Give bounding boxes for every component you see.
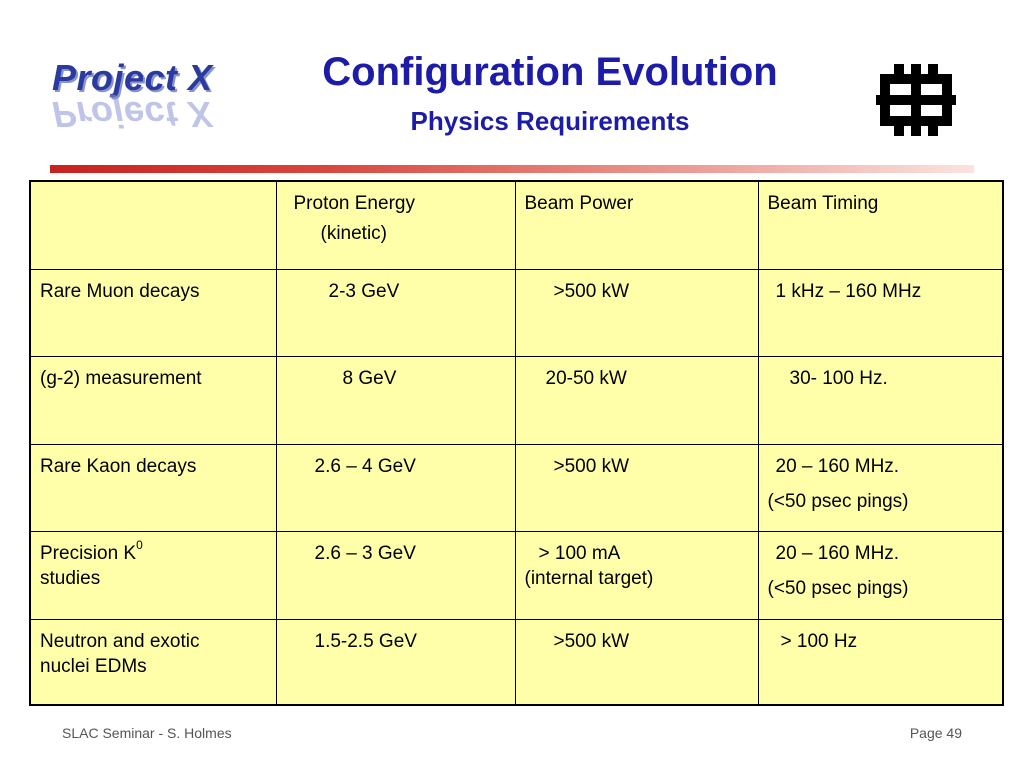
row-power: >500 kW <box>514 618 759 706</box>
row-timing: 20 – 160 MHz. <box>775 542 900 564</box>
row-name-text: Precision K <box>40 542 137 564</box>
row-energy: 2.6 – 3 GeV <box>275 530 516 620</box>
row-energy: 2-3 GeV <box>275 268 516 357</box>
row-timing-cell: 20 – 160 MHz. (<50 psec pings) <box>757 443 1004 532</box>
title-divider <box>50 165 974 173</box>
row-name-line2: nuclei EDMs <box>40 656 147 678</box>
page-subtitle: Physics Requirements <box>410 106 690 136</box>
table-header-row: Proton Energy (kinetic) Beam Power Beam … <box>29 180 1004 270</box>
header-cell-empty <box>29 180 277 270</box>
row-power-line2: (internal target) <box>524 568 654 590</box>
table-row: Rare Kaon decays 2.6 – 4 GeV >500 kW 20 … <box>29 443 1004 532</box>
row-power: >500 kW <box>514 268 759 357</box>
page-title: Configuration Evolution <box>322 50 778 94</box>
row-name: Rare Muon decays <box>29 268 277 357</box>
footer-presenter: SLAC Seminar - S. Holmes <box>62 725 232 741</box>
table-row: Precision K0 studies 2.6 – 3 GeV > 100 m… <box>29 530 1004 620</box>
footer-page-number: Page 49 <box>909 725 962 741</box>
row-timing-note: (<50 psec pings) <box>767 578 909 600</box>
header-cell-beam-power: Beam Power <box>514 180 759 270</box>
row-name-cell: Precision K0 studies <box>29 530 277 620</box>
row-name-line1: Precision K0 <box>40 538 267 567</box>
row-name-cell: Neutron and exotic nuclei EDMs <box>29 618 277 706</box>
row-timing: > 100 Hz <box>757 618 1004 706</box>
row-timing: 20 – 160 MHz. <box>775 455 900 477</box>
row-energy: 2.6 – 4 GeV <box>275 443 516 532</box>
project-x-logo-reflection: Project X <box>52 94 213 135</box>
fermilab-logo-icon <box>876 64 956 136</box>
row-name-line2: studies <box>40 568 101 590</box>
row-energy: 1.5-2.5 GeV <box>275 618 516 706</box>
header-proton-energy-sublabel: (kinetic) <box>320 222 388 244</box>
row-power: 20-50 kW <box>514 355 759 445</box>
physics-requirements-table: Proton Energy (kinetic) Beam Power Beam … <box>29 180 1004 706</box>
row-name-line1: Neutron and exotic <box>40 630 200 652</box>
row-name: Rare Kaon decays <box>29 443 277 532</box>
row-timing-note: (<50 psec pings) <box>767 491 909 513</box>
project-x-logo: Project X Project X <box>52 60 242 140</box>
row-power-line1: > 100 mA <box>538 542 621 564</box>
row-timing: 30- 100 Hz. <box>757 355 1004 445</box>
row-name-superscript: 0 <box>136 538 143 553</box>
row-timing: 1 kHz – 160 MHz <box>757 268 1004 357</box>
header-proton-energy-label: Proton Energy <box>293 193 415 214</box>
project-x-logo-text: Project X <box>52 57 213 98</box>
table-row: Rare Muon decays 2-3 GeV >500 kW 1 kHz –… <box>29 268 1004 357</box>
header-cell-beam-timing: Beam Timing <box>757 180 1004 270</box>
row-energy: 8 GeV <box>275 355 516 445</box>
row-timing-cell: 20 – 160 MHz. (<50 psec pings) <box>757 530 1004 620</box>
table-row: Neutron and exotic nuclei EDMs 1.5-2.5 G… <box>29 618 1004 706</box>
table-row: (g-2) measurement 8 GeV 20-50 kW 30- 100… <box>29 355 1004 445</box>
row-name: (g-2) measurement <box>29 355 277 445</box>
row-power-cell: > 100 mA (internal target) <box>514 530 759 620</box>
row-power: >500 kW <box>514 443 759 532</box>
header-cell-proton-energy: Proton Energy (kinetic) <box>275 180 516 270</box>
